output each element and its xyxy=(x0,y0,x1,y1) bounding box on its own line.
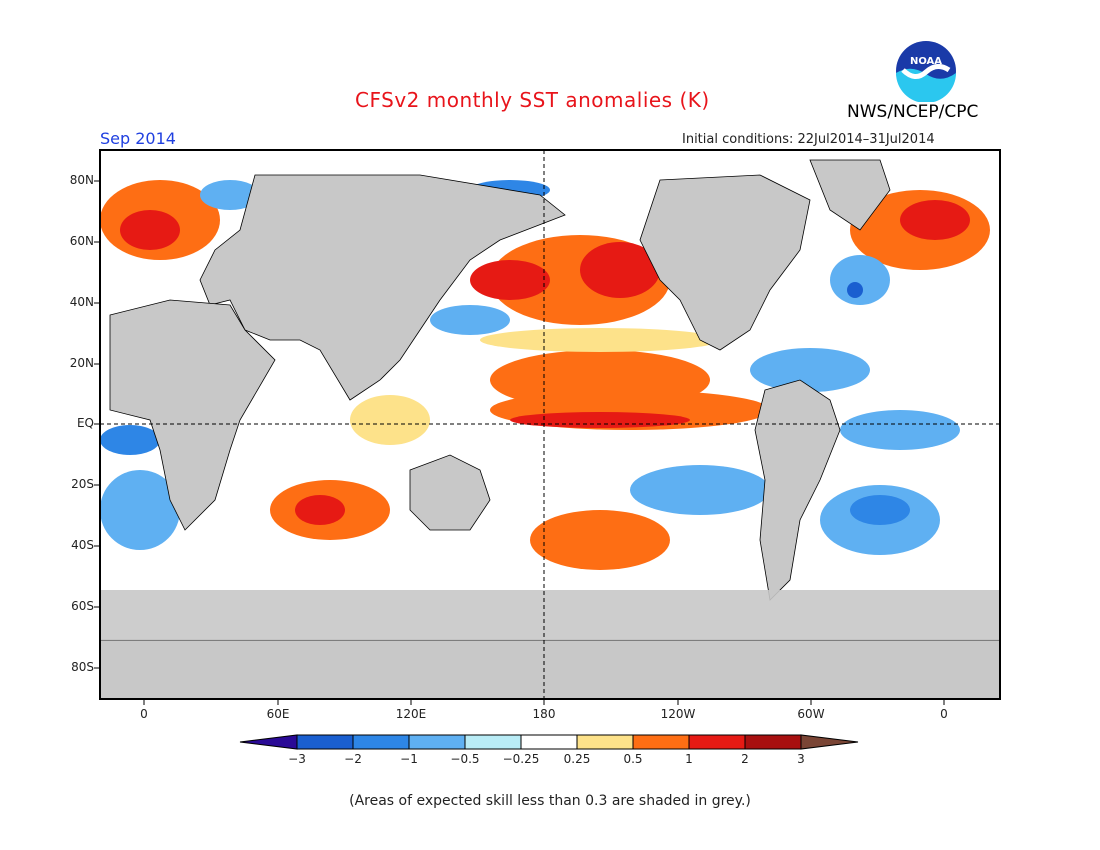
lat-label: 40S xyxy=(71,538,94,552)
lat-label: 20N xyxy=(69,356,94,370)
colorbar-label: 3 xyxy=(797,752,805,766)
skill-footnote: (Areas of expected skill less than 0.3 a… xyxy=(349,793,751,809)
skill-mask-south xyxy=(100,590,1000,640)
land-north-america xyxy=(639,174,811,351)
lon-label: 120W xyxy=(660,707,696,721)
colorbar-segment xyxy=(408,734,466,750)
lat-label: 40N xyxy=(69,295,94,309)
colorbar-segment xyxy=(520,734,578,750)
lon-label: 60E xyxy=(266,707,290,721)
colorbar-segment xyxy=(576,734,634,750)
colorbar-segment xyxy=(688,734,746,750)
noaa-logo-text: NOAA xyxy=(910,56,942,67)
colorbar-label: 0.25 xyxy=(563,752,591,766)
chart-title: CFSv2 monthly SST anomalies (K) xyxy=(355,88,710,112)
colorbar-min-arrow xyxy=(239,734,298,750)
land-eurasia xyxy=(199,174,566,401)
colorbar-label: 0.5 xyxy=(623,752,643,766)
noaa-logo: NOAA xyxy=(896,41,956,102)
colorbar-label: −0.5 xyxy=(450,752,480,766)
lon-label: 0 xyxy=(140,707,148,721)
colorbar-label: −0.25 xyxy=(502,752,540,766)
lat-label: 80N xyxy=(69,173,94,187)
colorbar-segment xyxy=(464,734,522,750)
colorbar-segment xyxy=(744,734,802,750)
land-masses xyxy=(99,159,1001,700)
organization-label: NWS/NCEP/CPC xyxy=(847,102,979,122)
land-africa xyxy=(109,299,276,531)
colorbar-max-arrow xyxy=(800,734,859,750)
lat-label: EQ xyxy=(76,416,94,430)
colorbar-segment xyxy=(296,734,354,750)
colorbar-segment xyxy=(352,734,410,750)
colorbar-label: −1 xyxy=(400,752,418,766)
forecast-month: Sep 2014 xyxy=(100,129,176,148)
lat-label: 20S xyxy=(71,477,94,491)
lat-label: 60N xyxy=(69,234,94,248)
lon-label: 180 xyxy=(532,707,556,721)
lon-label: 60W xyxy=(797,707,825,721)
land-greenland xyxy=(809,159,891,231)
land-australia xyxy=(409,454,491,531)
land-south-america xyxy=(754,379,841,601)
colorbar-label: −3 xyxy=(288,752,306,766)
colorbar-label: 1 xyxy=(685,752,693,766)
colorbar-segment xyxy=(632,734,690,750)
lon-label: 0 xyxy=(940,707,948,721)
lat-label: 80S xyxy=(71,660,94,674)
colorbar-label: −2 xyxy=(344,752,362,766)
colorbar xyxy=(239,734,859,750)
land-antarctica xyxy=(99,639,1001,700)
axis-ticks xyxy=(94,180,945,705)
lon-label: 120E xyxy=(395,707,427,721)
colorbar-label: 2 xyxy=(741,752,749,766)
initial-conditions-text: Initial conditions: 22Jul2014–31Jul2014 xyxy=(682,132,935,147)
lat-label: 60S xyxy=(71,599,94,613)
